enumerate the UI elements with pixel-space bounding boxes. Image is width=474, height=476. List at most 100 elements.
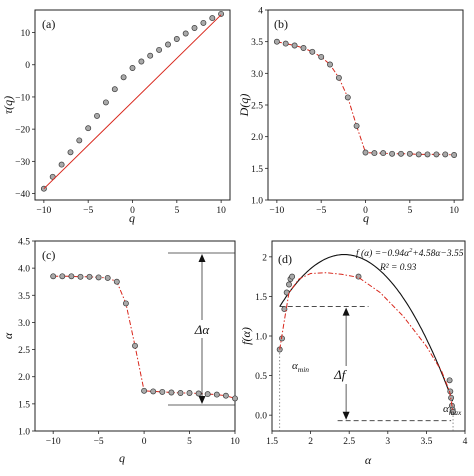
panel-c-ytick-label: 4.5 bbox=[18, 238, 30, 248]
panel-c-data-point bbox=[132, 342, 138, 349]
panel-b-ytick-label: 2.0 bbox=[251, 133, 263, 143]
panel-b-frame bbox=[267, 9, 464, 201]
panel-a-xtick-label: 0 bbox=[130, 206, 135, 216]
panel-c-data-point bbox=[186, 390, 193, 396]
panel-a-data-point bbox=[173, 36, 180, 42]
panel-b-xtick-label: 0 bbox=[363, 206, 368, 216]
panel-d-label: (d) bbox=[278, 252, 292, 266]
panel-b-data-point bbox=[442, 151, 449, 158]
panel-c-data-point bbox=[113, 278, 120, 285]
delta-f-arrow-head-down bbox=[342, 411, 350, 420]
panel-b-data-point bbox=[380, 150, 387, 157]
panel-a-xtick-label: 10 bbox=[216, 206, 226, 216]
panel-b-ytick-label: 4 bbox=[258, 7, 263, 17]
panel-c-data-point bbox=[141, 387, 148, 394]
panel-c-data-point bbox=[222, 392, 229, 399]
panel-a-data-point bbox=[147, 52, 154, 59]
panel-b-data-point bbox=[424, 151, 431, 158]
panel-c-data-point bbox=[95, 274, 102, 281]
panel-c-data-point bbox=[122, 300, 129, 307]
panel-c-ylabel: α bbox=[1, 332, 15, 339]
panel-b-xtick-label: 10 bbox=[449, 206, 459, 216]
panel-c-annotations: Δα bbox=[168, 252, 235, 406]
panel-d-frame bbox=[271, 240, 466, 432]
panel-d-xtick-label: 3.5 bbox=[420, 437, 432, 447]
panel-a-data-point bbox=[218, 10, 225, 17]
panel-d-series-1-line bbox=[279, 272, 454, 413]
panel-b-xtick-label: −10 bbox=[269, 206, 284, 216]
panel-d-ytick-label: 1.0 bbox=[255, 333, 267, 343]
alpha-min-symbol: α bbox=[292, 360, 298, 372]
fit-equation-suffix: +4.58α−3.55 bbox=[412, 249, 463, 259]
panel-b-data-point bbox=[309, 48, 316, 55]
panel-a-data-point bbox=[120, 74, 127, 81]
panel-a-marks bbox=[40, 10, 225, 192]
panel-b-data-point bbox=[327, 61, 333, 68]
panel-a-ytick-label: 0 bbox=[25, 61, 30, 71]
panel-d-xtick-label: 4 bbox=[463, 437, 468, 447]
panel-c-data-point bbox=[50, 273, 57, 280]
panel-c-ytick-label: 1.5 bbox=[18, 400, 30, 410]
fit-equation-exponent: 2 bbox=[409, 247, 413, 254]
panel-a-data-point bbox=[182, 30, 189, 37]
panel-c-xtick-label: −5 bbox=[94, 437, 104, 447]
panel-a-data-point bbox=[58, 161, 65, 168]
panel-c-xlabel: q bbox=[119, 451, 125, 465]
panel-d-ylabel: f(α) bbox=[239, 327, 253, 345]
panel-b-xtick-label: 5 bbox=[407, 206, 412, 216]
panel-b-data-point bbox=[406, 150, 413, 157]
panel-a-data-point bbox=[67, 149, 74, 156]
panel-a-xlabel: q bbox=[129, 211, 135, 225]
panel-a-xtick-label: −10 bbox=[36, 206, 51, 216]
panel-a-data-point bbox=[111, 86, 118, 93]
panel-c-data-point bbox=[232, 395, 238, 402]
panel-a-data-point bbox=[76, 137, 83, 144]
panel-c-xtick-label: 5 bbox=[187, 437, 192, 447]
fit-equation: f (α) =−0.94α2+4.58α−3.55 bbox=[356, 247, 464, 259]
panel-a-series-1-line bbox=[43, 14, 222, 190]
panel-d-ytick-label: 0.5 bbox=[255, 372, 267, 382]
panel-a-ytick-label: −30 bbox=[15, 158, 30, 168]
panel-b-series-0-line bbox=[276, 41, 455, 156]
panel-a-data-point bbox=[156, 46, 163, 53]
panel-c-xtick-label: 10 bbox=[230, 437, 240, 447]
panel-c-xticks: −10 −5 0 5 10 bbox=[46, 431, 240, 447]
panel-b-data-point bbox=[433, 151, 440, 158]
panel-c-data-point bbox=[150, 388, 157, 395]
panel-a-xticks: −10 −5 0 5 10 bbox=[36, 200, 226, 216]
panel-a-data-point bbox=[129, 65, 136, 71]
delta-alpha-arrow-head-up bbox=[198, 254, 206, 262]
panel-c-ytick-label: 3.0 bbox=[18, 319, 30, 329]
panel-a-data-point bbox=[200, 19, 207, 26]
panel-b-label: (b) bbox=[274, 17, 288, 31]
alpha-max-label: αmax bbox=[443, 403, 462, 417]
panel-b-yticks: 1.0 1.5 2.0 2.5 3.0 3.5 4 bbox=[251, 7, 268, 207]
panel-c-data-point bbox=[177, 390, 184, 396]
panel-b-ytick-label: 3.5 bbox=[251, 38, 263, 48]
panel-c-label: (c) bbox=[42, 248, 55, 262]
alpha-max-symbol: α bbox=[443, 403, 449, 415]
panel-a-xtick-label: 5 bbox=[174, 206, 179, 216]
panel-c-data-point bbox=[168, 389, 175, 396]
panel-a-ytick-label: −40 bbox=[15, 190, 30, 200]
panel-c-ytick-label: 3.5 bbox=[18, 292, 30, 302]
panel-b-data-point bbox=[344, 94, 351, 101]
panel-b-data-point bbox=[273, 38, 280, 45]
panel-b-data-point bbox=[451, 152, 458, 158]
panel-b-data-point bbox=[335, 74, 342, 81]
panel-c-data-point bbox=[159, 388, 166, 395]
panel-b-data-point bbox=[415, 151, 422, 158]
alpha-max-subscript: max bbox=[449, 408, 462, 417]
delta-alpha-label-bg bbox=[189, 320, 215, 338]
delta-alpha-label: Δα bbox=[194, 322, 211, 337]
panel-b-data-point bbox=[398, 150, 404, 157]
panel-c-data-point bbox=[195, 390, 202, 397]
alpha-min-label: αmin bbox=[292, 360, 309, 374]
panel-b-data-point bbox=[291, 42, 298, 49]
panel-a-ytick-label: −10 bbox=[15, 93, 30, 103]
panel-d-xlabel: α bbox=[365, 453, 372, 467]
panel-c-data-point bbox=[213, 391, 220, 398]
alpha-min-subscript: min bbox=[298, 365, 310, 374]
panel-d: (d) f(α) α 1.5 2 2.5 3 3.5 4 0.0 0.5 1.0 1.5 2 f … bbox=[239, 240, 468, 467]
panel-a-ytick-label: 10 bbox=[21, 29, 31, 39]
